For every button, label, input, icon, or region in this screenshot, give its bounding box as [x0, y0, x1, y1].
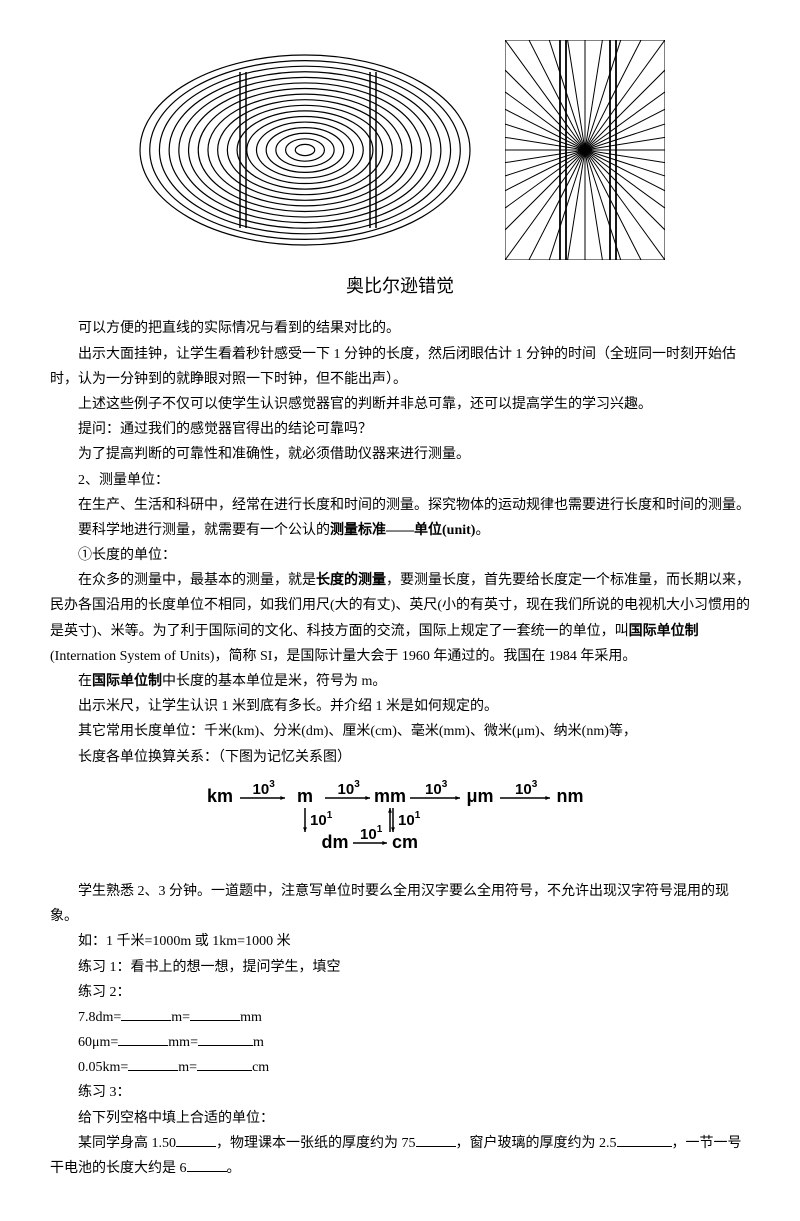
para-11: 在国际单位制中长度的基本单位是米，符号为 m。 [50, 669, 750, 694]
svg-text:mm: mm [374, 786, 406, 806]
bold-text: 测量标准——单位(unit) [330, 523, 475, 538]
para-3: 上述这些例子不仅可以使学生认识感觉器官的判断并非总可靠，还可以提高学生的学习兴趣… [50, 392, 750, 417]
text: m [253, 1035, 264, 1050]
blank-input[interactable] [197, 1056, 252, 1071]
svg-text:101: 101 [360, 824, 383, 843]
svg-text:103: 103 [338, 780, 361, 798]
bold-text: 国际单位制 [92, 674, 162, 689]
para-23: 给下列空格中填上合适的单位： [50, 1106, 750, 1131]
para-2: 出示大面挂钟，让学生看着秒针感受一下 1 分钟的长度，然后闭眼估计 1 分钟的时… [50, 342, 750, 392]
unit-conversion-diagram: kmmmmμmnm103103103103dmcm101101101 [50, 780, 750, 869]
svg-text:103: 103 [425, 780, 448, 798]
text: m= [171, 1010, 190, 1025]
blank-input[interactable] [187, 1157, 227, 1172]
svg-text:m: m [297, 786, 313, 806]
svg-text:103: 103 [253, 780, 276, 798]
text: 在 [78, 674, 92, 689]
text: mm [240, 1010, 262, 1025]
svg-text:dm: dm [322, 832, 349, 852]
para-8: 要科学地进行测量，就需要有一个公认的测量标准——单位(unit)。 [50, 518, 750, 543]
para-4: 提问：通过我们的感觉器官得出的结论可靠吗？ [50, 417, 750, 442]
text: 中长度的基本单位是米，符号为 m。 [162, 674, 386, 689]
para-18: 练习 2： [50, 980, 750, 1005]
blank-input[interactable] [176, 1132, 216, 1147]
para-1: 可以方便的把直线的实际情况与看到的结果对比的。 [50, 316, 750, 341]
text: m= [178, 1060, 197, 1075]
ex3-line: 某同学身高 1.50 ，物理课本一张纸的厚度约为 75 ，窗户玻璃的厚度约为 2.5… [50, 1131, 750, 1181]
figure-caption: 奥比尔逊错觉 [50, 270, 750, 302]
bold-text: 长度的测量 [316, 573, 386, 588]
svg-text:101: 101 [310, 810, 333, 829]
blank-input[interactable] [190, 1006, 240, 1021]
blank-input[interactable] [121, 1006, 171, 1021]
svg-text:101: 101 [398, 810, 421, 829]
text: 60μm= [78, 1035, 118, 1050]
svg-text:cm: cm [392, 832, 418, 852]
text: mm= [168, 1035, 198, 1050]
para-13: 其它常用长度单位：千米(km)、分米(dm)、厘米(cm)、毫米(mm)、微米(… [50, 719, 750, 744]
svg-text:km: km [207, 786, 233, 806]
para-5: 为了提高判断的可靠性和准确性，就必须借助仪器来进行测量。 [50, 442, 750, 467]
illusion-ellipse [135, 50, 475, 250]
text: 7.8dm= [78, 1010, 121, 1025]
para-12: 出示米尺，让学生认识 1 米到底有多长。并介绍 1 米是如何规定的。 [50, 694, 750, 719]
para-6: 2、测量单位： [50, 468, 750, 493]
text: ，物理课本一张纸的厚度约为 75 [216, 1136, 416, 1151]
text: 要科学地进行测量，就需要有一个公认的 [78, 523, 330, 538]
svg-text:μm: μm [466, 786, 493, 806]
text: cm [252, 1060, 269, 1075]
svg-text:103: 103 [515, 780, 538, 798]
illusion-figures [50, 40, 750, 260]
ex2-line1: 7.8dm= m= mm [50, 1005, 750, 1030]
para-14: 长度各单位换算关系：（下图为记忆关系图） [50, 745, 750, 770]
para-17: 练习 1：看书上的想一想，提问学生，填空 [50, 955, 750, 980]
text: 。 [475, 523, 489, 538]
ex2-line3: 0.05km= m= cm [50, 1055, 750, 1080]
text: 。 [227, 1161, 241, 1176]
para-7: 在生产、生活和科研中，经常在进行长度和时间的测量。探究物体的运动规律也需要进行长… [50, 493, 750, 518]
blank-input[interactable] [128, 1056, 178, 1071]
para-22: 练习 3： [50, 1080, 750, 1105]
blank-input[interactable] [617, 1132, 672, 1147]
para-16: 如：1 千米=1000m 或 1km=1000 米 [50, 929, 750, 954]
blank-input[interactable] [198, 1031, 253, 1046]
ex2-line2: 60μm= mm= m [50, 1030, 750, 1055]
svg-text:nm: nm [557, 786, 584, 806]
text: (Internation System of Units)，简称 SI，是国际计… [50, 649, 636, 664]
text: 某同学身高 1.50 [78, 1136, 176, 1151]
text: ，窗户玻璃的厚度约为 2.5 [456, 1136, 617, 1151]
blank-input[interactable] [118, 1031, 168, 1046]
para-9: ①长度的单位： [50, 543, 750, 568]
blank-input[interactable] [416, 1132, 456, 1147]
para-10: 在众多的测量中，最基本的测量，就是长度的测量，要测量长度，首先要给长度定一个标准… [50, 568, 750, 669]
bold-text: 国际单位制 [629, 624, 699, 639]
illusion-rays [505, 40, 665, 260]
text: 0.05km= [78, 1060, 128, 1075]
text: 在众多的测量中，最基本的测量，就是 [78, 573, 316, 588]
para-15: 学生熟悉 2、3 分钟。一道题中，注意写单位时要么全用汉字要么全用符号，不允许出… [50, 879, 750, 929]
